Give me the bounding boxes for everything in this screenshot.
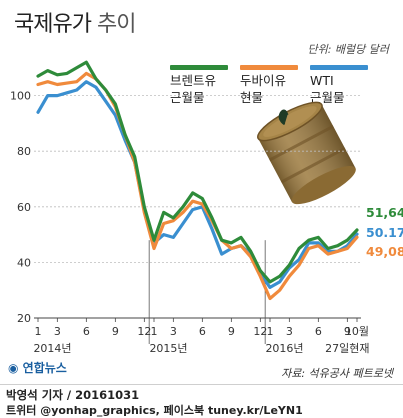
year-label: 2014년 <box>33 342 71 355</box>
x-tick-label: 9 <box>228 325 235 338</box>
x-tick-label: 9 <box>344 325 351 338</box>
credit-line: 박영석 기자 / 20161031 <box>6 388 140 402</box>
legend-label-dubai: 두바이유 현물 <box>240 73 287 105</box>
title-bold: 국제유가 <box>14 12 92 37</box>
x-tick-label: 10월 <box>345 325 369 338</box>
series-line-1 <box>36 71 359 301</box>
legend-swatch-wti <box>310 65 368 70</box>
agency-logo-icon: ◉ <box>8 361 19 375</box>
title-light: 추이 <box>96 12 136 37</box>
legend-item-wti: WTI 근월물 <box>310 65 380 106</box>
legend-item-dubai: 두바이유 현물 <box>240 65 310 106</box>
x-tick-label: 6 <box>83 325 90 338</box>
x-tick-label: 9 <box>112 325 119 338</box>
agency-logo: ◉ 연합뉴스 <box>8 361 67 375</box>
chart-title: 국제유가 추이 <box>14 6 136 38</box>
y-tick-label: 80 <box>17 145 31 158</box>
end-label-0: 51,64 <box>366 205 403 220</box>
x-tick-label: 6 <box>315 325 322 338</box>
chart-card: 국제유가 추이 단위: 배럴당 달러 브렌트유 근월물 두바이유 현물 WTI 근월물 <box>0 6 403 385</box>
source-label: 자료: 석유공사 페트로넷 <box>281 367 393 380</box>
x-tick-label: 12 <box>253 325 267 338</box>
x-tick-label: 1 <box>35 325 42 338</box>
series-lines <box>36 60 359 301</box>
y-tick-label: 40 <box>17 256 31 269</box>
legend-swatch-dubai <box>240 65 298 70</box>
x-tick-label: 1 <box>151 325 158 338</box>
y-tick-label: 60 <box>17 201 31 214</box>
x-tick-label: 3 <box>54 325 61 338</box>
series-line-2 <box>36 80 359 289</box>
unit-label: 단위: 배럴당 달러 <box>307 43 389 56</box>
x-tick-label: 3 <box>170 325 177 338</box>
legend-item-brent: 브렌트유 근월물 <box>170 65 240 106</box>
x-tick-label: 3 <box>286 325 293 338</box>
x-tick-label: 12 <box>137 325 151 338</box>
year-label: 2015년 <box>149 342 187 355</box>
series-line-0 <box>36 60 359 284</box>
oil-barrel-icon <box>257 101 356 205</box>
end-value-labels: 51,64 50.17 49,08 <box>366 205 403 259</box>
y-tick-label: 20 <box>17 312 31 325</box>
social-line: 트위터 @yonhap_graphics, 페이스북 tuney.kr/LeYN… <box>6 404 303 417</box>
end-label-2: 49,08 <box>366 244 403 259</box>
x-tick-label: 6 <box>199 325 206 338</box>
legend-label-brent: 브렌트유 근월물 <box>170 73 217 105</box>
legend-swatch-brent <box>170 65 228 70</box>
year-label: 2016년 <box>265 342 303 355</box>
end-label-1: 50.17 <box>366 225 403 240</box>
year-label: 27일현재 <box>325 341 369 355</box>
y-tick-label: 100 <box>10 90 31 103</box>
legend-label-wti: WTI 근월물 <box>310 73 345 105</box>
x-tick-label: 1 <box>267 325 274 338</box>
